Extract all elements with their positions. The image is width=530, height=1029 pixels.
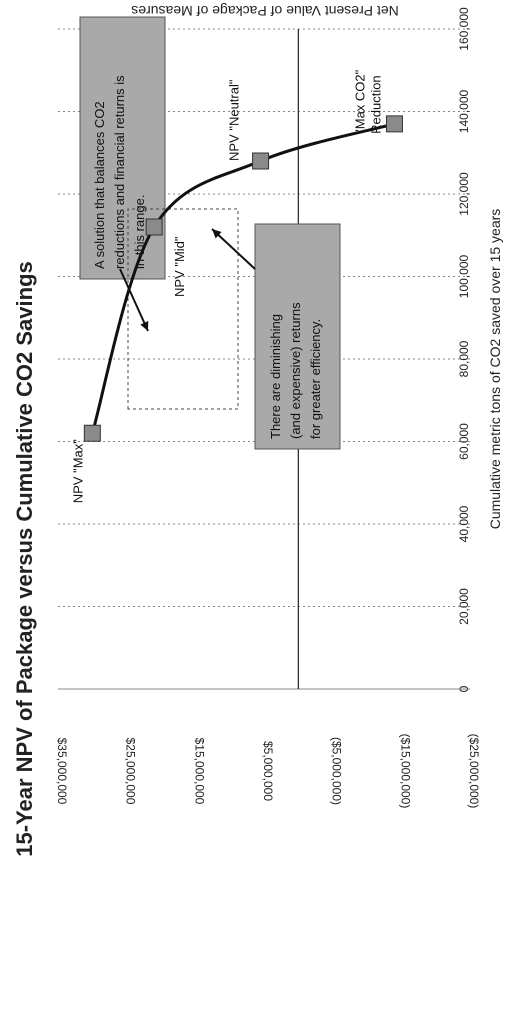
y-tick-label: $5,000,000 xyxy=(261,741,275,801)
y-tick-label: ($25,000,000) xyxy=(467,734,481,809)
x-tick-label: 60,000 xyxy=(457,423,471,460)
callout-box-diminishing xyxy=(254,223,341,450)
x-axis-label: Cumulative metric tons of CO2 saved over… xyxy=(487,209,503,530)
y-tick-label: ($5,000,000) xyxy=(330,737,344,805)
data-marks: NPV "Max" NPV "Mid" NPV "Neutral" "Max CO2"… xyxy=(70,69,403,504)
data-point-label: NPV "Max" xyxy=(70,439,85,504)
x-tick-label: 120,000 xyxy=(457,172,471,216)
x-tick-label: 160,000 xyxy=(457,7,471,51)
y-axis-label: Net Present Value of Package of Measures xyxy=(131,3,398,19)
range-highlight-box xyxy=(127,208,239,410)
data-point-label: NPV "Neutral" xyxy=(227,79,242,161)
y-tick-label: ($15,000,000) xyxy=(398,734,412,809)
data-point-marker xyxy=(145,218,163,236)
callout-box-balance xyxy=(79,16,166,280)
chart-rotated-frame: 15-Year NPV of Package versus Cumulative… xyxy=(12,7,503,857)
data-point-label: "Max CO2"Reduction xyxy=(352,69,383,134)
x-tick-label: 80,000 xyxy=(457,340,471,377)
data-point-marker xyxy=(83,424,101,442)
x-tick-labels: 0 20,000 40,000 60,000 80,000 100,000 120,000 1… xyxy=(457,7,471,692)
x-tick-label: 40,000 xyxy=(457,505,471,542)
data-point-marker xyxy=(385,115,403,133)
y-tick-labels: $35,000,000 $25,000,000 $15,000,000 $5,000,… xyxy=(55,734,481,809)
y-tick-label: $15,000,000 xyxy=(192,738,206,805)
y-tick-label: $25,000,000 xyxy=(124,738,138,805)
callout-arrow-balance-head xyxy=(140,321,149,331)
data-point-label: NPV "Mid" xyxy=(172,236,187,297)
callout-arrow-diminishing xyxy=(211,228,256,270)
data-point-marker xyxy=(252,152,270,170)
callout-arrow-balance xyxy=(119,268,149,332)
x-tick-label: 140,000 xyxy=(457,89,471,133)
callout-arrow-diminishing-head xyxy=(212,229,222,239)
callout-text-diminishing: There are diminishing (and expensive) ret… xyxy=(268,302,323,439)
annotations: A solution that balances CO2 reductions a… xyxy=(79,16,341,450)
y-tick-label: $35,000,000 xyxy=(55,738,69,805)
x-tick-label: 0 xyxy=(457,685,471,692)
series-line xyxy=(90,122,395,434)
x-tick-label: 100,000 xyxy=(457,254,471,298)
x-tick-label: 20,000 xyxy=(457,588,471,625)
chart-title: 15-Year NPV of Package versus Cumulative… xyxy=(12,261,37,857)
